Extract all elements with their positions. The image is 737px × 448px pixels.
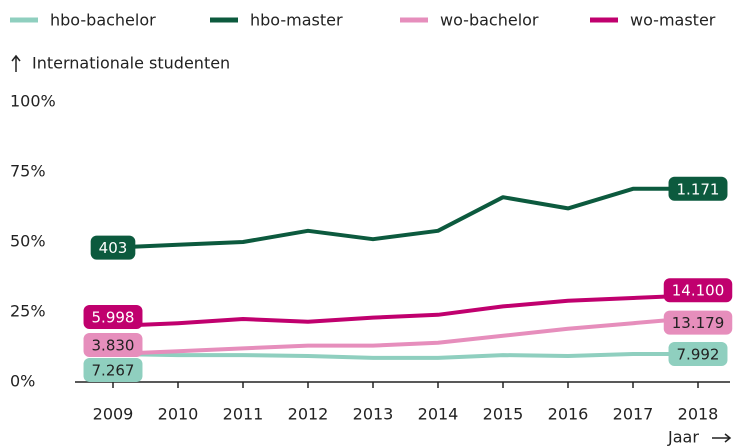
value-annotation: 14.100 xyxy=(663,278,733,303)
x-tick-label: 2015 xyxy=(483,405,524,424)
x-tick-label: 2012 xyxy=(288,405,329,424)
value-annotation: 1.171 xyxy=(668,176,728,201)
series-line xyxy=(112,315,699,356)
annotation-box xyxy=(668,176,728,201)
legend-label: wo-master xyxy=(630,11,716,30)
annotation-box xyxy=(83,333,143,357)
annotation-text: 14.100 xyxy=(672,282,725,300)
series-line xyxy=(112,186,698,250)
y-tick-label: 0% xyxy=(10,372,35,391)
legend-label: hbo-master xyxy=(250,11,343,30)
annotation-box xyxy=(668,342,728,366)
y-tick-label: 75% xyxy=(10,162,46,181)
value-annotation: 3.830 xyxy=(83,333,143,357)
value-annotation: 13.179 xyxy=(663,310,733,335)
y-axis-label: Internationale studenten xyxy=(32,54,230,73)
series-line xyxy=(112,352,698,360)
annotation-text: 5.998 xyxy=(92,309,135,327)
x-axis-label: Jaar xyxy=(667,428,699,447)
x-arrow xyxy=(712,433,732,443)
x-tick-label: 2014 xyxy=(418,405,459,424)
x-tick-label: 2010 xyxy=(158,405,199,424)
annotation-text: 13.179 xyxy=(672,314,725,332)
annotation-text: 1.171 xyxy=(677,180,720,198)
annotation-text: 7.267 xyxy=(92,362,135,380)
annotation-text: 3.830 xyxy=(92,337,135,355)
y-tick-label: 25% xyxy=(10,302,46,321)
annotation-box xyxy=(83,305,143,329)
value-annotation: 5.998 xyxy=(83,305,143,329)
x-tick-label: 2011 xyxy=(223,405,264,424)
annotation-text: 7.992 xyxy=(677,346,720,364)
value-annotation: 7.267 xyxy=(83,358,143,382)
y-arrow xyxy=(11,54,21,72)
value-annotation: 7.992 xyxy=(668,342,728,366)
series-line xyxy=(112,293,699,328)
x-tick-label: 2018 xyxy=(678,405,719,424)
y-tick-label: 100% xyxy=(10,92,56,111)
x-tick-label: 2009 xyxy=(93,405,134,424)
legend-label: wo-bachelor xyxy=(440,11,539,30)
x-tick-label: 2016 xyxy=(548,405,589,424)
annotation-text: 403 xyxy=(99,239,128,257)
legend-label: hbo-bachelor xyxy=(50,11,156,30)
x-tick-label: 2017 xyxy=(613,405,654,424)
x-tick-label: 2013 xyxy=(353,405,394,424)
value-annotation: 403 xyxy=(90,235,136,260)
y-tick-label: 50% xyxy=(10,232,46,251)
annotation-box xyxy=(83,358,143,382)
annotation-box xyxy=(90,235,136,260)
annotation-box xyxy=(663,310,733,335)
annotation-box xyxy=(663,278,733,303)
